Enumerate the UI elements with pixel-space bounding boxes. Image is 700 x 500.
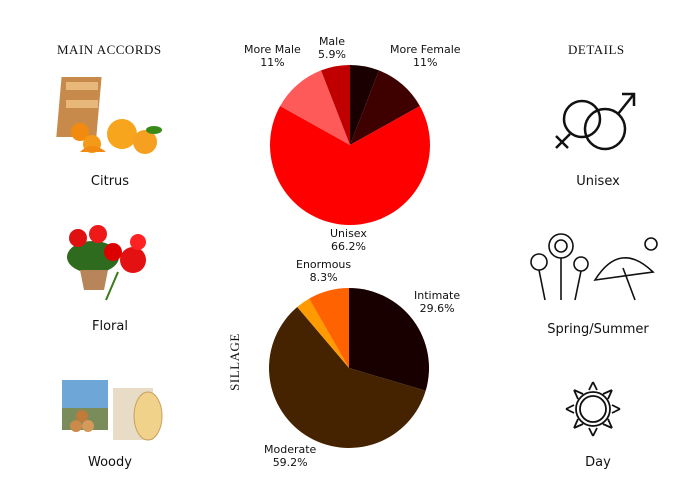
slice-name: Unisex bbox=[330, 227, 367, 240]
slice-name: Enormous bbox=[296, 258, 352, 271]
sun-icon bbox=[565, 381, 621, 437]
pie-slice-enormous bbox=[309, 288, 349, 368]
wood-logs-image bbox=[62, 380, 163, 441]
pie-label-intimate: Intimate 29.6% bbox=[414, 289, 460, 315]
detail-label-spring-summer: Spring/Summer bbox=[547, 322, 649, 337]
pie-label-moderate: Moderate 59.2% bbox=[264, 443, 316, 469]
flowers-umbrella-sun-icon bbox=[530, 233, 658, 301]
main-accords-heading: Main Accords bbox=[57, 42, 162, 57]
pie-label-enormous: Enormous 8.3% bbox=[296, 258, 351, 284]
slice-value: 59.2% bbox=[272, 456, 308, 469]
accord-label-floral: Floral bbox=[92, 319, 128, 334]
slice-name: Moderate bbox=[264, 443, 317, 456]
details-heading: Details bbox=[568, 42, 625, 57]
pie-slice-more-male bbox=[280, 70, 350, 145]
pie-label-unisex: Unisex 66.2% bbox=[330, 227, 367, 253]
red-geranium-flowers-image bbox=[67, 225, 146, 301]
accord-label-woody: Woody bbox=[88, 455, 132, 470]
pie-slice bbox=[297, 298, 349, 368]
slice-name: Male bbox=[318, 35, 345, 48]
slice-value: 11% bbox=[413, 56, 438, 69]
slice-value: 29.6% bbox=[419, 302, 455, 315]
pie-slice-more-female bbox=[350, 70, 420, 145]
slice-name: More Female bbox=[390, 43, 461, 56]
citrus-fruit-crate-image bbox=[56, 77, 162, 154]
slice-value: 5.9% bbox=[318, 48, 346, 61]
gender-symbols-icon bbox=[555, 92, 636, 151]
pie-label-male: Male 5.9% bbox=[318, 35, 346, 61]
detail-label-unisex: Unisex bbox=[576, 174, 620, 189]
slice-name: Intimate bbox=[414, 289, 461, 302]
detail-label-day: Day bbox=[585, 455, 611, 470]
pie-slice bbox=[350, 65, 379, 145]
slice-value: 66.2% bbox=[330, 240, 366, 253]
slice-value: 8.3% bbox=[309, 271, 338, 284]
slice-name: More Male bbox=[244, 43, 301, 56]
pie-slice-intimate bbox=[349, 288, 429, 391]
pie-slice-moderate bbox=[268, 307, 426, 449]
slice-value: 11% bbox=[260, 56, 285, 69]
pie-label-more-female: More Female 11% bbox=[390, 43, 461, 69]
accord-label-citrus: Citrus bbox=[90, 174, 130, 189]
pie-slice-unisex bbox=[270, 106, 430, 225]
pie-label-more-male: More Male 11% bbox=[244, 43, 301, 69]
pie-slice-male bbox=[321, 65, 350, 145]
sillage-title: Sillage bbox=[227, 333, 242, 391]
